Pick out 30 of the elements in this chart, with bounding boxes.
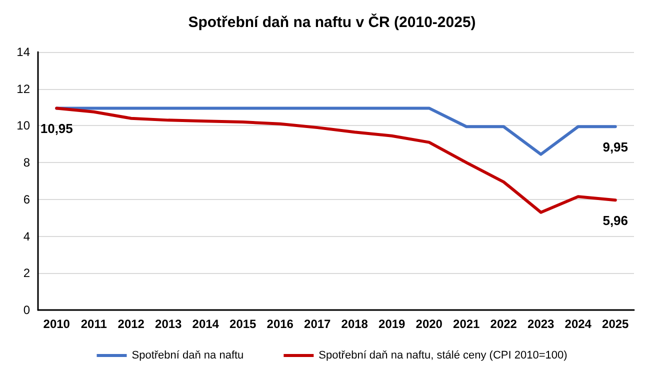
- x-tick-label: 2021: [453, 317, 480, 331]
- x-tick-label: 2023: [528, 317, 555, 331]
- y-tick-label: 10: [16, 118, 30, 133]
- y-tick-label: 0: [23, 303, 30, 317]
- x-tick-label: 2022: [490, 317, 518, 331]
- data-label: 9,95: [602, 140, 628, 155]
- x-tick-label: 2018: [341, 317, 368, 331]
- x-tick-label: 2014: [192, 317, 220, 331]
- x-tick-label: 2011: [80, 317, 108, 331]
- data-label: 5,96: [602, 213, 628, 228]
- x-tick-label: 2016: [266, 317, 294, 331]
- legend-label: Spotřební daň na naftu: [132, 350, 244, 362]
- y-tick-label: 2: [23, 266, 30, 280]
- x-tick-label: 2010: [43, 317, 70, 331]
- y-tick-label: 14: [16, 45, 30, 59]
- data-label: 10,95: [40, 121, 73, 136]
- x-tick-label: 2012: [118, 317, 145, 331]
- y-tick-label: 6: [23, 192, 30, 206]
- chart-title: Spotřební daň na naftu v ČR (2010-2025): [188, 13, 476, 31]
- x-tick-label: 2015: [230, 317, 257, 331]
- x-tick-label: 2013: [155, 317, 182, 331]
- x-tick-label: 2019: [378, 317, 406, 331]
- y-tick-label: 4: [23, 229, 30, 244]
- legend-label: Spotřební daň na naftu, stálé ceny (CPI 2010=100): [318, 350, 568, 362]
- x-tick-label: 2020: [416, 317, 443, 331]
- x-tick-label: 2017: [304, 317, 332, 331]
- x-tick-label: 2025: [602, 317, 630, 331]
- y-tick-label: 12: [16, 82, 30, 96]
- x-tick-label: 2024: [564, 317, 592, 331]
- y-tick-label: 8: [23, 156, 30, 170]
